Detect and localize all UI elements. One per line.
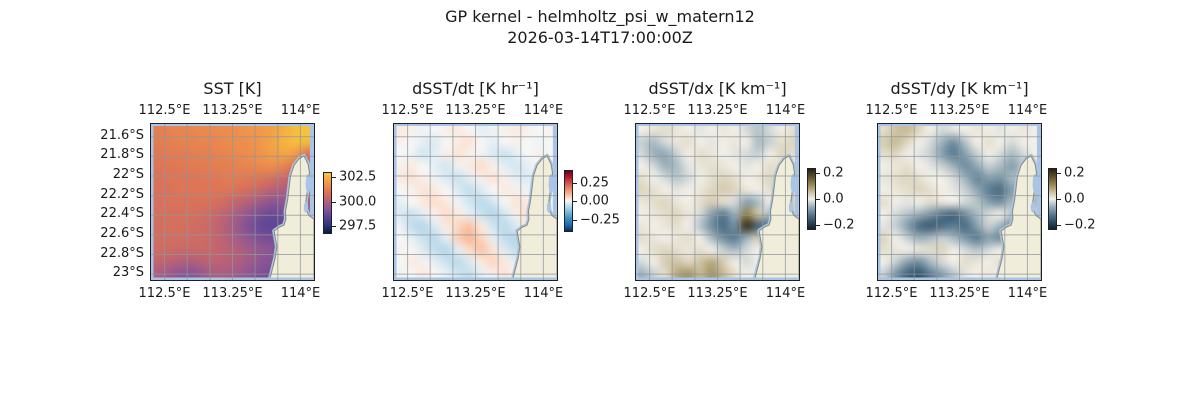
colorbar-tick-label: 300.0 xyxy=(339,194,377,209)
x-tick-label: 114°E xyxy=(280,103,321,118)
x-tick-label: 113.25°E xyxy=(445,103,506,118)
colorbar-tick xyxy=(573,219,577,221)
colorbar-tick-label: 0.0 xyxy=(1064,191,1085,207)
colorbar-tick xyxy=(1057,173,1061,175)
colorbar-tick-label: 0.00 xyxy=(580,193,609,209)
panel-dsst-dx: dSST/dx [K km⁻¹] 112.5°E 113.25°E 114°E … xyxy=(624,79,806,301)
panel-title-sst: SST [K] xyxy=(203,79,262,98)
x-tick-label: 112.5°E xyxy=(138,103,191,118)
panel-sst: SST [K] 112.5°E 113.25°E 114°E 112.5°E 1… xyxy=(139,79,321,301)
colorbar-dsst-dy: 0.2 0.0 −0.2 xyxy=(1048,166,1096,233)
y-tick-label: 21.6°S xyxy=(100,128,144,143)
x-tick-label: 112.5°E xyxy=(623,103,676,118)
figure-title: GP kernel - helmholtz_psi_w_matern12 202… xyxy=(0,6,1200,48)
y-tick-label: 22.8°S xyxy=(100,246,144,261)
colorbar-gradient xyxy=(323,172,332,234)
x-tick-label: 114°E xyxy=(1007,286,1048,301)
panel-dsst-dy: dSST/dy [K km⁻¹] 112.5°E 113.25°E 114°E … xyxy=(866,79,1048,301)
colorbar-tick xyxy=(1057,199,1061,201)
y-tick-label: 21.8°S xyxy=(100,147,144,162)
colorbar-tick-label: 297.5 xyxy=(339,218,377,234)
x-tick-label: 113.25°E xyxy=(202,286,263,301)
colorbar-tick xyxy=(816,225,820,227)
colorbar-tick xyxy=(816,199,820,201)
colorbar-sst: 302.5 300.0 297.5 xyxy=(323,170,376,234)
x-tick-label: 114°E xyxy=(523,286,564,301)
colorbar-tick-label: −0.2 xyxy=(1064,217,1096,233)
colorbar-tick-label: 0.2 xyxy=(1064,165,1085,181)
panel-dsst-dt: dSST/dt [K hr⁻¹] 112.5°E 113.25°E 114°E … xyxy=(382,79,564,301)
figure-title-line2: 2026-03-14T17:00:00Z xyxy=(507,28,693,47)
panel-title-dsst-dt: dSST/dt [K hr⁻¹] xyxy=(412,79,539,98)
colorbar-dsst-dx: 0.2 0.0 −0.2 xyxy=(807,166,855,233)
x-tick-label: 114°E xyxy=(280,286,321,301)
x-tick-label: 113.25°E xyxy=(687,103,748,118)
colorbar-gradient xyxy=(564,170,573,232)
y-tick-label: 22.6°S xyxy=(100,226,144,241)
colorbar-gradient xyxy=(807,168,816,230)
colorbar-tick xyxy=(332,226,336,228)
panel-title-dsst-dx: dSST/dx [K km⁻¹] xyxy=(648,79,787,98)
y-tick-label: 22°S xyxy=(112,167,144,182)
x-tick-label: 114°E xyxy=(765,103,806,118)
x-tick-label: 112.5°E xyxy=(623,286,676,301)
colorbar-tick xyxy=(573,201,577,203)
x-tick-label: 112.5°E xyxy=(381,286,434,301)
x-tick-label: 114°E xyxy=(765,286,806,301)
map-overlay-svg xyxy=(878,124,1041,280)
y-tick-label: 22.2°S xyxy=(100,187,144,202)
x-tick-label: 113.25°E xyxy=(445,286,506,301)
x-tick-label: 112.5°E xyxy=(865,103,918,118)
x-tick-label: 113.25°E xyxy=(687,286,748,301)
map-overlay-svg xyxy=(636,124,799,280)
x-tick-label: 113.25°E xyxy=(929,103,990,118)
panel-title-dsst-dy: dSST/dy [K km⁻¹] xyxy=(890,79,1029,98)
colorbar-tick-label: 0.25 xyxy=(580,175,609,190)
colorbar-tick-label: 302.5 xyxy=(339,169,377,185)
colorbar-tick xyxy=(573,182,577,184)
x-tick-label: 112.5°E xyxy=(865,286,918,301)
x-tick-label: 114°E xyxy=(523,103,564,118)
map-overlay-svg xyxy=(151,124,314,280)
y-tick-label: 23°S xyxy=(112,265,144,280)
x-tick-label: 112.5°E xyxy=(381,103,434,118)
y-tick-label: 22.4°S xyxy=(100,206,144,221)
map-overlay-svg xyxy=(394,124,557,280)
colorbar-dsst-dt: 0.25 0.00 −0.25 xyxy=(564,170,620,232)
colorbar-tick xyxy=(1057,225,1061,227)
colorbar-gradient xyxy=(1048,168,1057,230)
x-tick-label: 113.25°E xyxy=(202,103,263,118)
x-tick-label: 112.5°E xyxy=(138,286,191,301)
colorbar-tick xyxy=(332,177,336,179)
x-tick-label: 113.25°E xyxy=(929,286,990,301)
colorbar-tick xyxy=(816,173,820,175)
figure-title-line1: GP kernel - helmholtz_psi_w_matern12 xyxy=(445,7,755,26)
colorbar-tick xyxy=(332,201,336,203)
x-tick-label: 114°E xyxy=(1007,103,1048,118)
colorbar-tick-label: −0.25 xyxy=(580,212,620,227)
colorbar-tick-label: 0.2 xyxy=(823,165,844,181)
colorbar-tick-label: 0.0 xyxy=(823,191,844,207)
colorbar-tick-label: −0.2 xyxy=(823,217,855,233)
